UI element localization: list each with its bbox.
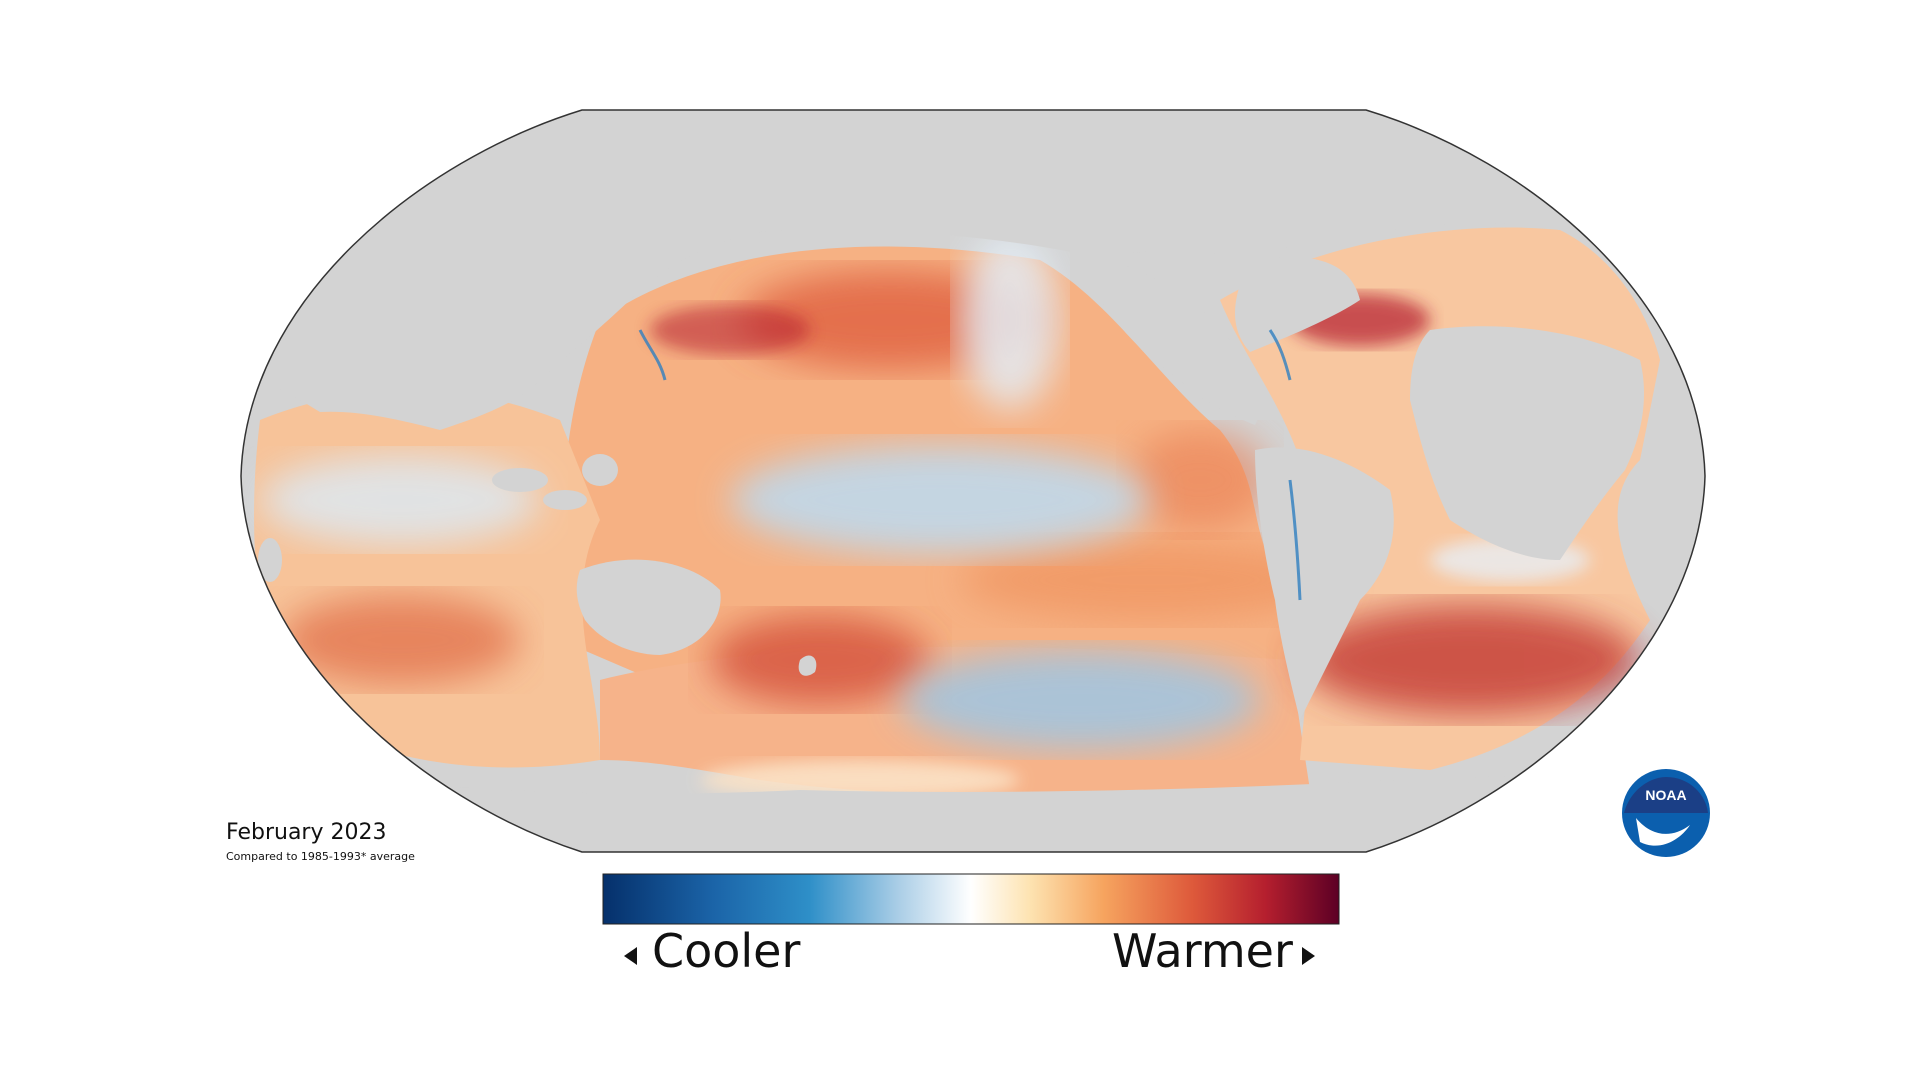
caption-subtitle: Compared to 1985-1993* average	[226, 850, 415, 863]
coastal-cold-edges	[638, 329, 1302, 601]
legend-cooler-label: Cooler	[652, 924, 801, 978]
caption-title: February 2023	[226, 820, 387, 845]
map-body	[241, 110, 1705, 852]
land-masses	[241, 110, 1705, 852]
cooler-arrow-icon	[624, 947, 637, 965]
map-frame	[240, 109, 1706, 853]
warmer-arrow-icon	[1302, 947, 1315, 965]
noaa-logo-text: NOAA	[1645, 787, 1686, 803]
colorbar	[602, 873, 1340, 925]
noaa-logo: NOAA	[1622, 769, 1710, 857]
legend-warmer-label: Warmer	[1112, 924, 1293, 978]
